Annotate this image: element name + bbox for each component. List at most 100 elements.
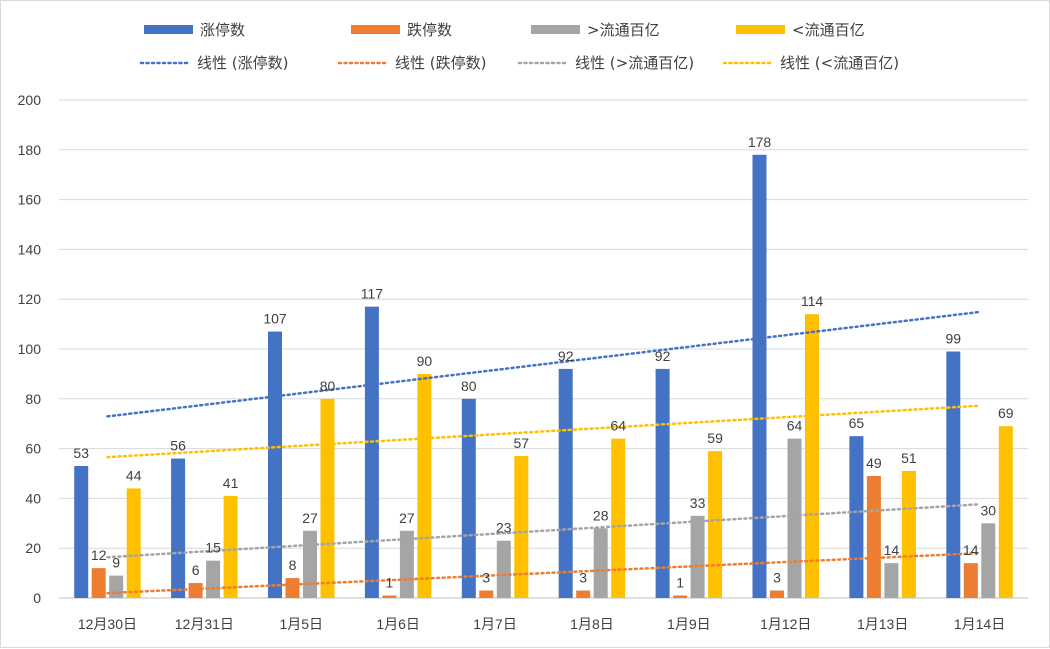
bar — [496, 540, 511, 598]
bar — [74, 466, 89, 598]
bar — [461, 398, 476, 598]
legend-trend-label: 线性 (涨停数) — [197, 54, 288, 72]
y-tick-label: 100 — [18, 341, 42, 357]
data-label: 56 — [170, 438, 186, 454]
legend-label: 跌停数 — [407, 21, 452, 39]
data-label: 92 — [655, 348, 671, 364]
bar — [399, 530, 414, 598]
y-tick-label: 60 — [25, 441, 41, 457]
data-label: 57 — [514, 435, 530, 451]
x-tick-label: 12月31日 — [175, 616, 234, 632]
data-label: 27 — [399, 510, 415, 526]
data-label: 3 — [579, 570, 587, 586]
bar — [611, 438, 626, 598]
data-label: 80 — [461, 378, 477, 394]
data-label: 59 — [707, 430, 723, 446]
data-label: 117 — [361, 286, 384, 302]
bar — [787, 438, 802, 598]
data-label: 178 — [748, 134, 772, 150]
x-tick-label: 1月13日 — [857, 616, 908, 632]
bar — [849, 436, 864, 598]
legend-trend-label: 线性 (跌停数) — [395, 54, 486, 72]
data-label: 1 — [676, 575, 684, 591]
bar — [320, 398, 335, 598]
data-label: 80 — [320, 378, 336, 394]
bar — [364, 306, 379, 598]
data-label: 51 — [901, 450, 917, 466]
y-tick-label: 80 — [25, 391, 41, 407]
data-label: 9 — [112, 555, 120, 571]
y-tick-label: 140 — [18, 241, 42, 257]
data-label: 69 — [998, 405, 1014, 421]
bar — [223, 495, 238, 598]
bar — [593, 528, 608, 598]
data-label: 12 — [91, 547, 107, 563]
bar — [708, 451, 723, 598]
trendlines — [106, 310, 981, 595]
bar — [303, 530, 317, 598]
data-label: 14 — [963, 542, 979, 558]
data-label: 53 — [73, 445, 89, 461]
legend-trend-label: 线性 (>流通百亿) — [575, 54, 694, 72]
data-label: 64 — [787, 418, 803, 434]
trendline — [106, 404, 981, 459]
data-label: 64 — [610, 418, 626, 434]
data-label: 28 — [593, 507, 609, 523]
x-tick-label: 12月30日 — [78, 616, 137, 632]
bar — [901, 471, 916, 598]
y-tick-label: 0 — [33, 590, 41, 606]
x-tick-label: 1月6日 — [376, 616, 420, 632]
legend-label: >流通百亿 — [587, 21, 660, 39]
bar — [981, 523, 996, 598]
x-tick-label: 1月5日 — [279, 616, 323, 632]
data-label: 99 — [946, 330, 962, 346]
data-label: 30 — [981, 502, 997, 518]
bar — [268, 331, 282, 598]
data-label: 6 — [192, 562, 200, 578]
bar — [417, 373, 432, 598]
legend-label: <流通百亿 — [792, 21, 865, 39]
data-label: 15 — [205, 540, 221, 556]
bar — [171, 458, 186, 598]
legend-swatch — [736, 25, 785, 34]
y-tick-label: 200 — [18, 92, 42, 108]
x-tick-label: 1月9日 — [667, 616, 711, 632]
bars — [74, 154, 1013, 598]
bar — [655, 368, 670, 598]
data-label: 33 — [690, 495, 706, 511]
data-label: 65 — [849, 415, 865, 431]
bar — [382, 595, 397, 598]
trendline — [106, 310, 981, 418]
y-tick-label: 40 — [25, 490, 41, 506]
bar — [866, 475, 881, 598]
data-label: 3 — [773, 570, 781, 586]
bar — [998, 426, 1013, 598]
y-tick-label: 180 — [18, 142, 42, 158]
data-label: 3 — [482, 570, 490, 586]
legend-swatch — [531, 25, 580, 34]
bar — [558, 368, 573, 598]
data-label: 1 — [386, 575, 394, 591]
data-label: 114 — [801, 293, 824, 309]
gridlines — [59, 99, 1028, 599]
bar — [690, 515, 705, 598]
y-tick-label: 160 — [18, 192, 42, 208]
bar — [963, 563, 978, 598]
data-label: 92 — [558, 348, 574, 364]
data-label: 90 — [417, 353, 433, 369]
bar — [285, 578, 300, 598]
legend-label: 涨停数 — [200, 21, 245, 39]
x-tick-label: 1月7日 — [473, 616, 517, 632]
bar — [884, 563, 899, 598]
x-tick-label: 1月12日 — [760, 616, 811, 632]
bar — [514, 456, 529, 598]
bar — [126, 488, 141, 598]
bar — [479, 590, 494, 598]
bar — [91, 568, 106, 598]
bar — [206, 560, 221, 598]
x-tick-label: 1月14日 — [954, 616, 1005, 632]
